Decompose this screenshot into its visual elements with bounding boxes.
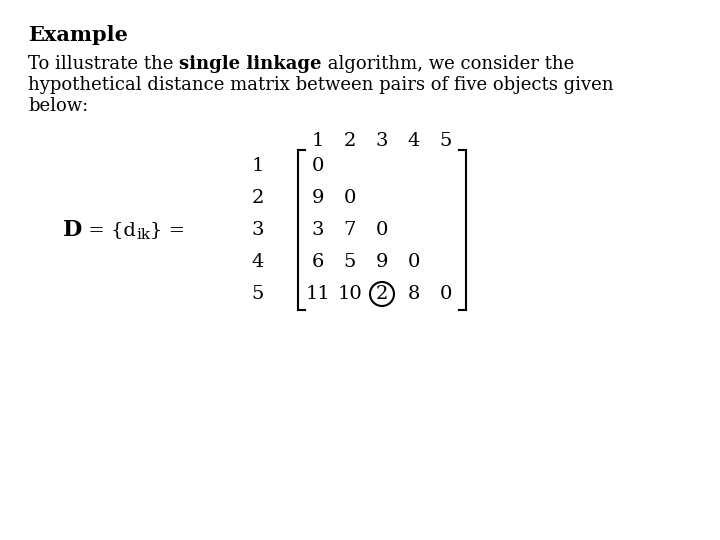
Text: hypothetical distance matrix between pairs of five objects given: hypothetical distance matrix between pai… — [28, 76, 613, 94]
Text: single linkage: single linkage — [179, 55, 322, 73]
Text: 6: 6 — [312, 253, 324, 271]
Text: 11: 11 — [305, 285, 330, 303]
Text: 10: 10 — [338, 285, 362, 303]
Text: 4: 4 — [408, 132, 420, 150]
Text: 9: 9 — [312, 189, 324, 207]
Text: 3: 3 — [252, 221, 264, 239]
Text: } =: } = — [150, 221, 185, 239]
Text: ik: ik — [136, 228, 150, 242]
Text: 2: 2 — [252, 189, 264, 207]
Text: 1: 1 — [312, 132, 324, 150]
Text: 5: 5 — [252, 285, 264, 303]
Text: 0: 0 — [440, 285, 452, 303]
Text: 0: 0 — [376, 221, 388, 239]
Text: Example: Example — [28, 25, 128, 45]
Text: 1: 1 — [252, 157, 264, 175]
Text: 7: 7 — [344, 221, 356, 239]
Text: 2: 2 — [376, 285, 388, 303]
Text: ik: ik — [136, 223, 150, 237]
Text: 0: 0 — [312, 157, 324, 175]
Text: 4: 4 — [252, 253, 264, 271]
Text: 3: 3 — [312, 221, 324, 239]
Text: 5: 5 — [440, 132, 452, 150]
Text: D: D — [63, 219, 82, 241]
Text: 5: 5 — [344, 253, 356, 271]
Text: 0: 0 — [344, 189, 356, 207]
Text: below:: below: — [28, 97, 89, 115]
Text: 0: 0 — [408, 253, 420, 271]
Text: 9: 9 — [376, 253, 388, 271]
Text: = {d: = {d — [82, 221, 136, 239]
Text: 8: 8 — [408, 285, 420, 303]
Text: 2: 2 — [344, 132, 356, 150]
Text: To illustrate the: To illustrate the — [28, 55, 179, 73]
Text: 3: 3 — [376, 132, 388, 150]
Text: algorithm, we consider the: algorithm, we consider the — [322, 55, 574, 73]
